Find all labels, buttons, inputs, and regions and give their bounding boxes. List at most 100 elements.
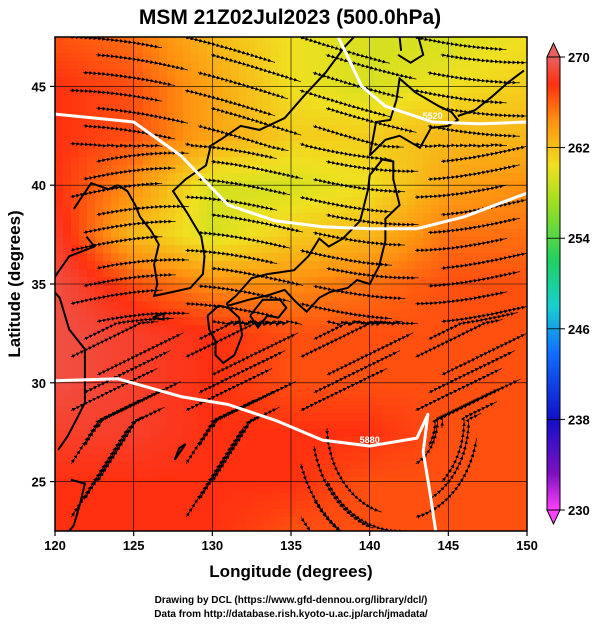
temperature-cell [383,453,392,462]
temperature-cell [407,429,416,438]
temperature-cell [415,237,424,246]
temperature-cell [63,229,72,238]
temperature-cell [175,101,184,110]
temperature-cell [503,525,512,531]
temperature-cell [143,213,152,222]
temperature-cell [143,309,152,318]
temperature-cell [343,525,352,531]
temperature-cell [87,213,96,222]
temperature-cell [511,141,520,150]
temperature-cell [247,189,256,198]
temperature-cell [271,477,280,486]
temperature-cell [255,37,264,46]
y-tick-label: 25 [32,475,46,490]
temperature-cell [375,341,384,350]
temperature-cell [447,517,456,526]
temperature-cell [199,77,208,86]
temperature-cell [415,389,424,398]
temperature-cell [223,237,232,246]
temperature-cell [455,133,464,142]
temperature-cell [391,125,400,134]
temperature-cell [279,493,288,502]
temperature-cell [271,349,280,358]
temperature-cell [207,341,216,350]
temperature-cell [519,373,527,382]
temperature-cell [399,85,408,94]
temperature-cell [303,101,312,110]
temperature-cell [191,157,200,166]
temperature-cell [279,517,288,526]
temperature-cell [263,381,272,390]
temperature-cell [199,213,208,222]
temperature-cell [71,397,80,406]
temperature-cell [479,61,488,70]
temperature-cell [271,197,280,206]
temperature-cell [111,301,120,310]
temperature-cell [343,469,352,478]
temperature-cell [511,189,520,198]
temperature-cell [143,373,152,382]
temperature-cell [471,429,480,438]
temperature-cell [503,285,512,294]
temperature-cell [375,437,384,446]
temperature-cell [359,301,368,310]
temperature-cell [135,453,144,462]
temperature-cell [191,317,200,326]
temperature-cell [71,493,80,502]
temperature-cell [199,309,208,318]
temperature-cell [463,285,472,294]
temperature-cell [295,213,304,222]
temperature-cell [359,229,368,238]
temperature-cell [183,293,192,302]
temperature-cell [367,509,376,518]
temperature-cell [471,493,480,502]
temperature-cell [239,261,248,270]
temperature-cell [439,93,448,102]
temperature-cell [231,509,240,518]
temperature-cell [415,77,424,86]
temperature-cell [79,53,88,62]
temperature-cell [63,125,72,134]
temperature-cell [95,341,104,350]
temperature-cell [295,317,304,326]
temperature-cell [463,349,472,358]
temperature-cell [431,77,440,86]
temperature-cell [255,133,264,142]
temperature-cell [143,325,152,334]
temperature-cell [399,301,408,310]
temperature-cell [255,397,264,406]
temperature-cell [487,37,496,46]
temperature-cell [407,173,416,182]
streamline [326,319,419,327]
temperature-cell [183,125,192,134]
temperature-cell [407,501,416,510]
temperature-cell [55,309,64,318]
temperature-cell [407,141,416,150]
temperature-cell [255,445,264,454]
temperature-cell [487,469,496,478]
temperature-cell [367,109,376,118]
streamline [96,204,189,217]
temperature-cell [391,301,400,310]
temperature-cell [335,413,344,422]
temperature-cell [175,285,184,294]
temperature-cell [119,421,128,430]
temperature-cell [119,269,128,278]
temperature-cell [503,157,512,166]
temperature-cell [79,421,88,430]
temperature-cell [295,93,304,102]
temperature-cell [231,53,240,62]
temperature-cell [271,437,280,446]
temperature-cell [255,157,264,166]
temperature-cell [479,485,488,494]
temperature-cell [119,517,128,526]
temperature-cell [407,373,416,382]
temperature-cell [511,317,520,326]
temperature-cell [495,437,504,446]
temperature-cell [327,157,336,166]
temperature-cell [511,61,520,70]
temperature-cell [175,141,184,150]
temperature-cell [487,381,496,390]
temperature-cell [471,285,480,294]
temperature-cell [367,45,376,54]
